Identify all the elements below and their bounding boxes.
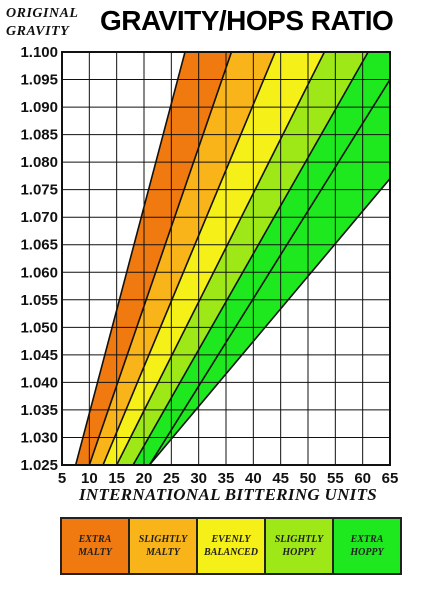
y-tick-label: 1.095 bbox=[20, 72, 58, 89]
boundary-lines-layer bbox=[74, 52, 390, 465]
legend-label: EXTRA HOPPY bbox=[350, 534, 384, 558]
x-tick-label: 65 bbox=[382, 470, 399, 487]
y-tick-label: 1.075 bbox=[20, 182, 58, 199]
legend-item-evenly-balanced: EVENLY BALANCED bbox=[198, 519, 266, 573]
bands-layer bbox=[75, 52, 390, 465]
y-tick-label: 1.030 bbox=[20, 429, 58, 446]
x-tick-label: 40 bbox=[245, 470, 262, 487]
legend-item-extra-malty: EXTRA MALTY bbox=[62, 519, 130, 573]
y-tick-label: 1.060 bbox=[20, 264, 58, 281]
legend-item-slightly-hoppy: SLIGHTLY HOPPY bbox=[266, 519, 334, 573]
x-tick-label: 10 bbox=[81, 470, 98, 487]
band-0 bbox=[75, 52, 232, 465]
boundary-line-6 bbox=[148, 178, 390, 465]
y-tick-label: 1.065 bbox=[20, 237, 58, 254]
y-tick-label: 1.035 bbox=[20, 402, 58, 419]
x-tick-label: 50 bbox=[300, 470, 317, 487]
boundary-line-3 bbox=[115, 52, 326, 465]
y-tick-label: 1.070 bbox=[20, 209, 58, 226]
boundary-line-2 bbox=[102, 52, 276, 465]
x-tick-label: 60 bbox=[354, 470, 371, 487]
y-tick-label: 1.080 bbox=[20, 154, 58, 171]
y-tick-labels: 1.025 1.030 1.035 1.040 1.045 1.050 1.055 1.060… bbox=[20, 44, 58, 474]
legend-label: EVENLY BALANCED bbox=[204, 534, 258, 558]
band-2 bbox=[103, 52, 325, 465]
y-tick-label: 1.085 bbox=[20, 127, 58, 144]
boundary-line-1 bbox=[88, 52, 233, 465]
x-tick-label: 55 bbox=[327, 470, 344, 487]
x-tick-label: 25 bbox=[163, 470, 180, 487]
band-3 bbox=[116, 52, 369, 465]
x-axis-label: INTERNATIONAL BITTERING UNITS bbox=[78, 485, 378, 504]
og-label-line1: ORIGINAL bbox=[6, 6, 79, 21]
x-tick-label: 20 bbox=[136, 470, 153, 487]
x-tick-label: 35 bbox=[218, 470, 235, 487]
boundary-line-4 bbox=[132, 52, 369, 465]
plot-border bbox=[61, 51, 391, 466]
y-tick-label: 1.100 bbox=[20, 44, 58, 61]
chart-title: GRAVITY/HOPS RATIO bbox=[100, 5, 394, 36]
x-tick-label: 15 bbox=[108, 470, 125, 487]
y-tick-label: 1.040 bbox=[20, 374, 58, 391]
boundary-line-5 bbox=[148, 79, 390, 465]
x-tick-label: 5 bbox=[58, 470, 66, 487]
boundary-line-0 bbox=[74, 52, 186, 465]
legend-label: EXTRA MALTY bbox=[78, 534, 112, 558]
y-tick-label: 1.025 bbox=[20, 457, 58, 474]
grid-layer bbox=[61, 51, 391, 466]
legend-label: SLIGHTLY MALTY bbox=[138, 534, 188, 558]
band-4 bbox=[133, 52, 390, 465]
legend-item-extra-hoppy: EXTRA HOPPY bbox=[334, 519, 400, 573]
legend-item-slightly-malty: SLIGHTLY MALTY bbox=[130, 519, 198, 573]
x-tick-labels: 5 10 15 20 25 30 35 40 45 50 55 60 65 bbox=[58, 470, 399, 487]
x-tick-label: 30 bbox=[190, 470, 207, 487]
band-1 bbox=[89, 52, 276, 465]
legend-label: SLIGHTLY HOPPY bbox=[274, 534, 324, 558]
og-label-line2: GRAVITY bbox=[6, 24, 70, 39]
x-tick-label: 45 bbox=[272, 470, 289, 487]
y-tick-label: 1.050 bbox=[20, 319, 58, 336]
y-tick-label: 1.045 bbox=[20, 347, 58, 364]
y-tick-label: 1.090 bbox=[20, 99, 58, 116]
legend: EXTRA MALTY SLIGHTLY MALTY EVENLY BALANC… bbox=[60, 517, 402, 575]
gravity-hops-chart: 1.025 1.030 1.035 1.040 1.045 1.050 1.055 1.060… bbox=[20, 44, 399, 487]
y-tick-label: 1.055 bbox=[20, 292, 58, 309]
